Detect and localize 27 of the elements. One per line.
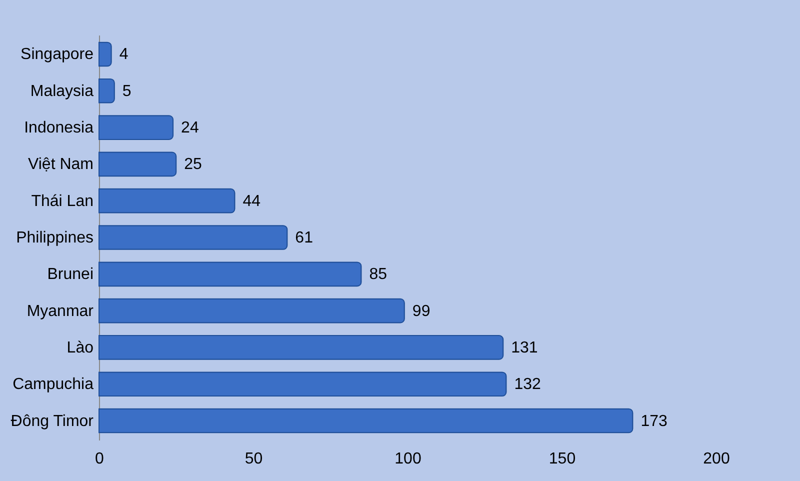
x-tick-label: 50	[244, 450, 263, 468]
x-tick-label: 100	[394, 450, 422, 468]
x-tick-label: 200	[703, 450, 730, 468]
y-tick-label: Philippines	[16, 230, 94, 246]
data-label: 85	[369, 266, 388, 284]
data-label: 5	[122, 82, 132, 100]
y-tick-label: Thái Lan	[31, 192, 94, 210]
y-tick-label: Brunei	[47, 266, 94, 284]
y-tick-label: Việt Nam	[28, 156, 94, 174]
y-tick-label: Indonesia	[24, 120, 94, 137]
y-tick-label: Malaysia	[30, 82, 94, 100]
x-tick-label: 150	[548, 450, 576, 468]
data-label: 4	[119, 46, 128, 64]
y-tick-label: Singapore	[20, 46, 94, 64]
data-label: 131	[511, 339, 538, 356]
y-tick-label: Campuchia	[12, 376, 94, 394]
data-label: 24	[181, 120, 199, 137]
data-label: 25	[184, 156, 202, 174]
y-tick-label: Myanmar	[26, 302, 94, 320]
data-label: 44	[242, 192, 261, 210]
x-tick-label: 0	[95, 450, 104, 468]
data-label: 61	[295, 230, 314, 246]
data-label: 132	[514, 376, 542, 394]
data-label: 99	[412, 302, 430, 320]
data-label: 173	[640, 412, 668, 430]
y-tick-label: Lào	[66, 339, 94, 356]
y-tick-label: Đông Timor	[10, 412, 94, 430]
